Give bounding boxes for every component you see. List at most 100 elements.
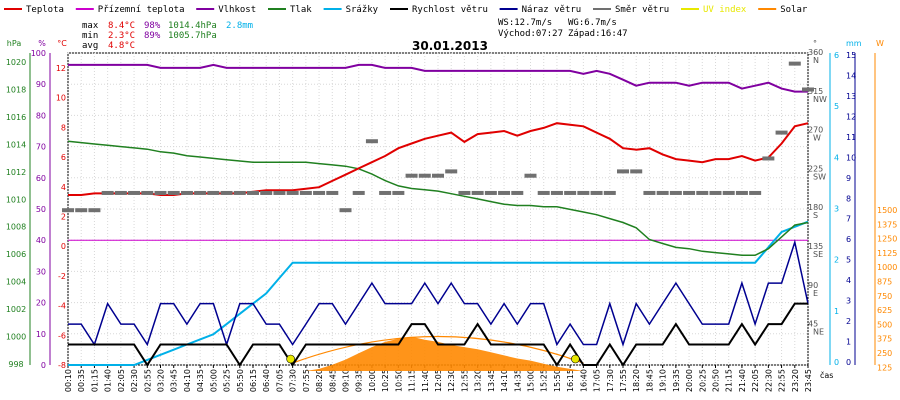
series-wind-direction: [141, 190, 154, 195]
series-wind-gust: [68, 239, 809, 347]
series-wind-direction: [365, 139, 378, 144]
series-wind-direction: [101, 190, 114, 195]
series-wind-direction: [524, 173, 537, 178]
series-wind-direction: [590, 190, 603, 195]
axis-ms-tick: 0: [846, 358, 851, 367]
series-wind-direction: [379, 190, 392, 195]
stat-rain: 2.8mm: [226, 21, 253, 31]
axis-ms-tick: 15: [846, 51, 856, 60]
axis-ms-tick: 6: [846, 235, 851, 244]
axis-pct-unit: %: [38, 39, 46, 48]
axis-w-tick: 1500: [877, 206, 897, 215]
series-wind-direction: [498, 190, 511, 195]
axis-hpa-tick: 1006: [6, 250, 26, 259]
axis-pct-tick: 20: [36, 299, 46, 308]
x-tick-label: 12:55: [460, 369, 469, 392]
x-tick-label: 10:50: [394, 369, 403, 392]
axis-dir-tick-label: N: [813, 56, 819, 65]
axis-dir-tick-label: SW: [813, 172, 826, 181]
legend-label: Náraz větru: [522, 5, 582, 15]
x-tick-label: 22:55: [778, 369, 787, 392]
axis-dir-tick-label: NE: [813, 328, 824, 337]
axis-hpa-unit: hPa: [7, 39, 22, 48]
x-tick-label: 13:20: [474, 369, 483, 392]
axis-dir-tick: 180: [808, 203, 823, 212]
axis-dir-tick-label: SE: [813, 250, 823, 259]
series-wind-direction: [762, 156, 775, 161]
x-tick-label: 10:25: [381, 369, 390, 392]
series-wind-direction: [683, 190, 696, 195]
x-tick-label: 17:55: [619, 369, 628, 392]
series-wind-direction: [418, 173, 431, 178]
axis-pct-tick: 100: [31, 49, 46, 58]
legend-label: Tlak: [290, 5, 312, 15]
x-tick-label: 19:10: [659, 369, 668, 392]
series-wind-direction: [749, 190, 762, 195]
uv-marker-sunset: [571, 354, 580, 364]
stat-max-hum: 98%: [144, 21, 161, 31]
axis-ms-tick: 10: [846, 153, 856, 162]
series-wind-direction: [709, 190, 722, 195]
stat-min-hum: 89%: [144, 31, 161, 41]
axis-dir-tick-label: E: [813, 289, 818, 298]
series-wind-direction: [669, 190, 682, 195]
series-wind-direction: [511, 190, 524, 195]
axis-dir-tick: 135: [808, 242, 823, 251]
stat-avg-label: avg: [82, 41, 98, 51]
series-wind-direction: [167, 190, 180, 195]
series-wind-speed: [68, 302, 808, 367]
legend-label: Srážky: [346, 5, 379, 15]
axis-ms-tick: 11: [846, 133, 856, 142]
axis-w-tick: 1125: [877, 249, 897, 258]
series-wind-direction: [735, 190, 748, 195]
x-tick-label: 23:45: [804, 369, 813, 392]
axis-ms-tick: 9: [846, 174, 851, 183]
axis-degc-tick: 0: [61, 242, 66, 251]
series-wind-direction: [775, 130, 788, 135]
x-tick-label: 12:30: [447, 369, 456, 392]
x-tick-label: 11:40: [421, 369, 430, 392]
axis-dir-tick: 90: [808, 281, 818, 290]
x-tick-label: 15:00: [527, 369, 536, 392]
axis-mm-tick: 6: [834, 51, 839, 60]
axis-mm-tick: 3: [834, 205, 839, 214]
stat-wg: WG:6.7m/s: [568, 18, 617, 28]
axis-hpa-tick: 998: [8, 360, 23, 369]
axis-degc-tick: 8: [61, 123, 66, 132]
series-wind-direction: [286, 190, 299, 195]
series-humidity: [68, 63, 808, 93]
x-tick-label: 09:35: [355, 369, 364, 392]
axis-degc-tick: -8: [58, 361, 66, 370]
axis-pct-tick: 40: [36, 236, 46, 245]
axis-degc-tick: 4: [61, 183, 66, 192]
axis-w-tick: 125: [877, 363, 892, 372]
series-wind-direction: [128, 190, 141, 195]
axis-hpa-tick: 1008: [6, 223, 26, 232]
x-tick-label: 18:20: [632, 369, 641, 392]
series-wind-direction: [299, 190, 312, 195]
legend-label: Vlhkost: [218, 5, 256, 15]
axis-dir-tick-label: W: [813, 134, 821, 143]
axis-w-tick: 750: [877, 292, 892, 301]
x-tick-label: 04:10: [183, 369, 192, 392]
axis-ms-tick: 7: [846, 215, 851, 224]
x-tick-label: 02:30: [130, 369, 139, 392]
x-tick-label: 15:50: [553, 369, 562, 392]
axis-pct-tick: 50: [36, 205, 46, 214]
axis-w-tick: 250: [877, 349, 892, 358]
axis-w-tick: 1250: [877, 235, 897, 244]
series-wind-direction: [696, 190, 709, 195]
series-wind-direction: [643, 190, 656, 195]
axis-ms-tick: 2: [846, 317, 851, 326]
x-tick-label: 23:20: [791, 369, 800, 392]
series-wind-direction: [180, 190, 193, 195]
x-tick-label: 00:35: [77, 369, 86, 392]
x-tick-label: 10:00: [368, 369, 377, 392]
axis-degc-tick: 2: [61, 213, 66, 222]
axis-dir-tick: 360: [808, 48, 823, 57]
x-tick-label: 09:10: [342, 369, 351, 392]
chart-title: 30.01.2013: [412, 39, 488, 53]
series-wind-direction: [630, 169, 643, 174]
axis-pct-tick: 0: [41, 361, 46, 370]
stat-max-temp: 8.4°C: [108, 21, 135, 31]
